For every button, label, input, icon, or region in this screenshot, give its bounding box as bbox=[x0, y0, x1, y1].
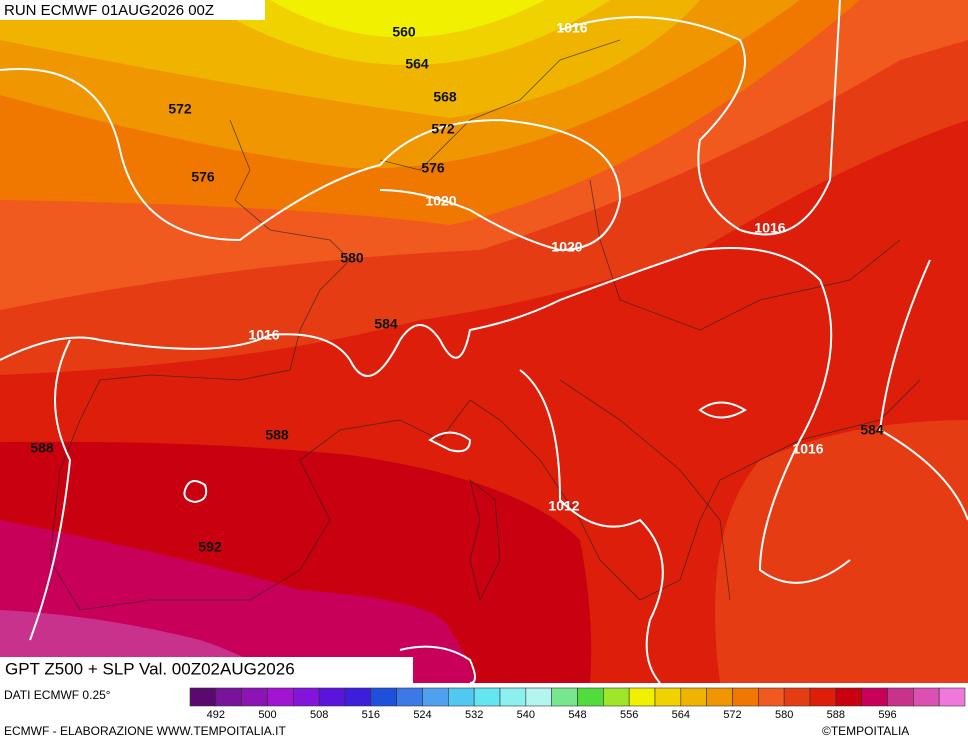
height-label: 564 bbox=[405, 56, 429, 72]
pressure-label: 1016 bbox=[248, 327, 279, 343]
colorbar-tick-label: 580 bbox=[775, 709, 793, 721]
colorbar-swatch bbox=[344, 687, 372, 707]
colorbar-swatch bbox=[267, 687, 294, 707]
height-label: 588 bbox=[30, 440, 54, 456]
border bbox=[589, 179, 901, 331]
island bbox=[469, 478, 501, 602]
coastline bbox=[559, 379, 731, 601]
copyright-label: ©TEMPOITALIA bbox=[822, 724, 909, 738]
colorbar-tick-label: 492 bbox=[207, 709, 225, 721]
colorbar-swatch bbox=[913, 687, 940, 707]
colorbar-swatch bbox=[422, 687, 449, 707]
colorbar-swatch bbox=[809, 687, 837, 707]
height-label: 568 bbox=[433, 89, 457, 105]
colorbar-swatch bbox=[318, 687, 346, 707]
colorbar-swatch bbox=[758, 687, 785, 707]
colorbar-swatch bbox=[861, 687, 888, 707]
colorbar-tick-label: 556 bbox=[620, 709, 638, 721]
height-label: 584 bbox=[860, 422, 884, 438]
colorbar-tick-label: 564 bbox=[672, 709, 690, 721]
colorbar-swatch bbox=[499, 687, 527, 707]
colorbar-swatch bbox=[293, 687, 320, 707]
isobar bbox=[0, 247, 851, 584]
coastlines bbox=[49, 39, 921, 611]
colorbar-swatch bbox=[706, 687, 733, 707]
credit-label: ECMWF - ELABORAZIONE WWW.TEMPOITALIA.IT bbox=[4, 724, 286, 738]
isobar bbox=[698, 401, 747, 419]
colorbar-swatch bbox=[370, 687, 397, 707]
colorbar-tick-label: 532 bbox=[465, 709, 483, 721]
isobar bbox=[183, 480, 208, 504]
colorbar-swatch bbox=[241, 687, 268, 707]
run-box bbox=[0, 0, 265, 20]
colorbar-swatch bbox=[473, 687, 501, 707]
colorbar-tick-label: 596 bbox=[878, 709, 896, 721]
geopotential-bands bbox=[0, 0, 968, 683]
isobar bbox=[399, 645, 476, 684]
colorbar-swatch bbox=[603, 687, 630, 707]
contour-labels: 560 564 568 572 576 580 584 588 588 584 … bbox=[30, 20, 884, 555]
colorbar-swatch bbox=[887, 687, 914, 707]
colorbar: 492 500 508 516 524 532 540 548 556 564 572 580 588 5… bbox=[189, 687, 966, 721]
colorbar-tick-label: 500 bbox=[258, 709, 276, 721]
isobar bbox=[428, 431, 472, 453]
colorbar-swatch bbox=[396, 687, 423, 707]
colorbar-swatch bbox=[189, 687, 217, 707]
colorbar-tick-label: 540 bbox=[517, 709, 535, 721]
height-label: 580 bbox=[340, 250, 364, 266]
isobar bbox=[878, 259, 968, 521]
height-label: 576 bbox=[191, 169, 215, 185]
height-label: 584 bbox=[374, 316, 398, 332]
coastline bbox=[49, 119, 921, 611]
colorbar-swatch bbox=[628, 687, 656, 707]
pressure-label: 1020 bbox=[551, 239, 582, 255]
pressure-label: 1020 bbox=[425, 193, 456, 209]
coastline bbox=[379, 39, 621, 171]
run-label: RUN ECMWF 01AUG2026 00Z bbox=[4, 2, 214, 19]
colorbar-tick-label: 524 bbox=[413, 709, 431, 721]
colorbar-swatch bbox=[551, 687, 578, 707]
colorbar-swatch bbox=[577, 687, 604, 707]
colorbar-swatch bbox=[215, 687, 242, 707]
height-label: 576 bbox=[421, 160, 445, 176]
isobar bbox=[559, 0, 841, 236]
colorbar-swatch bbox=[680, 687, 707, 707]
isobar bbox=[29, 339, 72, 641]
colorbar-tick-label: 548 bbox=[568, 709, 586, 721]
source-label: DATI ECMWF 0.25° bbox=[4, 688, 111, 702]
colorbar-swatch bbox=[525, 687, 552, 707]
colorbar-swatch bbox=[938, 687, 966, 707]
colorbar-swatch bbox=[448, 687, 475, 707]
pressure-label: 1016 bbox=[754, 220, 785, 236]
pressure-label: 1012 bbox=[548, 498, 579, 514]
height-label: 560 bbox=[392, 24, 416, 40]
height-label: 588 bbox=[265, 427, 289, 443]
colorbar-tick-label: 516 bbox=[362, 709, 380, 721]
title-box bbox=[0, 657, 413, 683]
colorbar-swatch bbox=[654, 687, 682, 707]
height-label: 592 bbox=[198, 539, 222, 555]
colorbar-swatch bbox=[835, 687, 862, 707]
colorbar-tick-label: 588 bbox=[827, 709, 845, 721]
pressure-label: 1016 bbox=[556, 20, 587, 36]
colorbar-tick-label: 508 bbox=[310, 709, 328, 721]
map-title: GPT Z500 + SLP Val. 00Z02AUG2026 bbox=[5, 659, 295, 678]
colorbar-tick-label: 572 bbox=[723, 709, 741, 721]
colorbar-swatch bbox=[783, 687, 811, 707]
colorbar-swatch bbox=[732, 687, 759, 707]
isobar bbox=[0, 68, 622, 252]
height-label: 572 bbox=[168, 101, 192, 117]
band bbox=[715, 420, 968, 683]
pressure-label: 1016 bbox=[792, 441, 823, 457]
isobars bbox=[0, 0, 968, 684]
height-label: 572 bbox=[431, 121, 455, 137]
isobar bbox=[519, 369, 664, 684]
